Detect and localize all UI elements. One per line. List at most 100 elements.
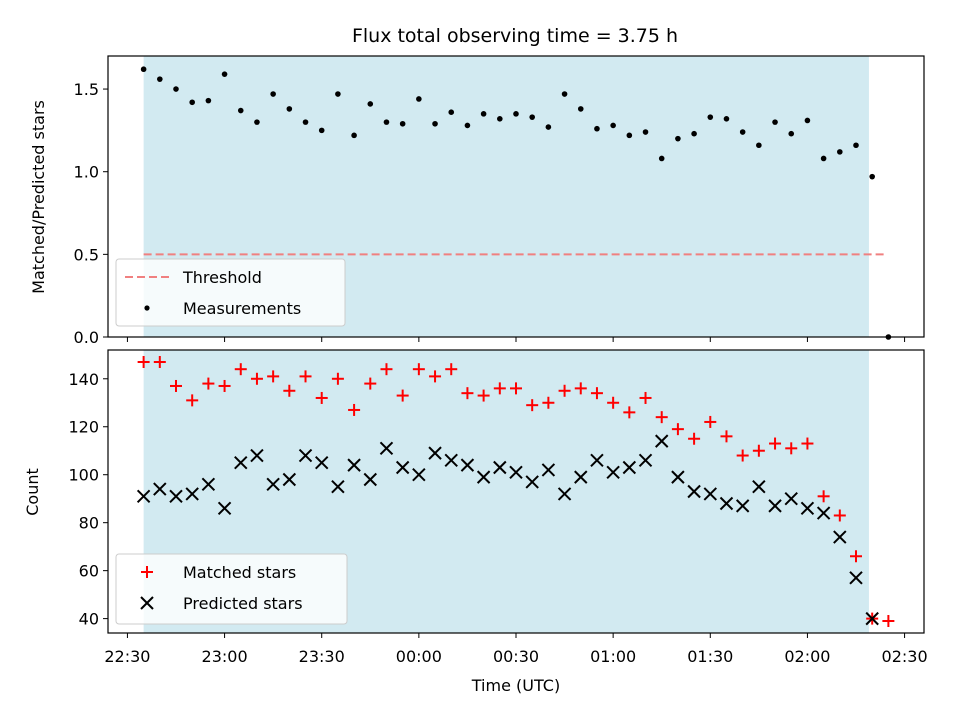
matched-star-point — [801, 437, 814, 450]
measurement-point — [173, 86, 179, 92]
matched-star-point — [558, 384, 571, 397]
predicted-star-point — [541, 463, 556, 477]
predicted-star-point — [201, 477, 216, 492]
matched-star-point — [137, 355, 150, 368]
predicted-marker-b — [201, 477, 216, 492]
predicted-star-point — [315, 456, 329, 470]
top-x-ticks — [126, 337, 906, 342]
predicted-marker-b — [590, 453, 604, 468]
predicted-marker-b — [574, 470, 588, 484]
predicted-marker-b — [379, 441, 394, 456]
predicted-marker-b — [719, 496, 734, 511]
predicted-marker-b — [606, 465, 620, 480]
predicted-marker-b — [816, 506, 831, 520]
predicted-star-point — [735, 499, 750, 513]
measurement-point — [804, 117, 811, 124]
predicted-marker-b — [331, 479, 345, 494]
predicted-star-point — [363, 472, 377, 487]
measurement-point — [351, 132, 357, 139]
matched-star-point — [720, 430, 733, 443]
top-y-tick-label: 1.5 — [74, 80, 99, 99]
predicted-marker-b — [784, 491, 798, 506]
bottom-y-axis-label: Count — [23, 468, 42, 516]
matched-star-point — [623, 406, 636, 419]
matched-star-point — [429, 370, 442, 383]
matched-star-point — [590, 387, 603, 400]
predicted-marker-b — [493, 460, 507, 475]
predicted-star-point — [865, 611, 879, 626]
bottom-x-tick-label: 02:00 — [784, 647, 830, 666]
predicted-star-point — [655, 434, 669, 448]
predicted-star-point — [606, 465, 620, 480]
measurement-point — [286, 106, 293, 112]
measurement-point — [837, 149, 843, 155]
matched-star-point — [364, 377, 377, 390]
matched-star-point — [315, 391, 328, 404]
chart-title: Flux total observing time = 3.75 h — [352, 25, 678, 47]
legend-predicted-swatch — [140, 596, 154, 610]
matched-star-point — [186, 394, 199, 407]
matched-star-point — [752, 444, 765, 457]
bottom-x-tick-label: 00:30 — [493, 647, 539, 666]
matched-star-point — [477, 389, 490, 402]
predicted-star-point — [687, 484, 701, 499]
matched-star-point — [493, 382, 506, 395]
predicted-star-point — [622, 460, 637, 475]
top-axes-frame — [107, 55, 925, 338]
predicted-star-point — [638, 453, 653, 468]
predicted-marker-b — [428, 446, 442, 460]
predicted-marker-b — [185, 487, 199, 501]
predicted-star-point — [719, 496, 734, 511]
measurement-point — [335, 91, 341, 97]
predicted-marker-b — [460, 458, 475, 472]
legend-matched-label: Matched stars — [183, 563, 296, 582]
matched-star-point — [445, 363, 458, 376]
top-panel: 0.0 0.5 1.0 1.5 Matched/Predicted stars Thr… — [29, 55, 925, 347]
legend-measurements-label: Measurements — [183, 299, 301, 318]
bottom-x-axis: 22:30 23:00 23:30 00:00 00:30 01:00 01:30 02:00… — [104, 633, 928, 666]
predicted-star-point — [169, 489, 183, 504]
bottom-legend: Matched stars Predicted stars — [115, 553, 348, 625]
predicted-star-point — [379, 441, 394, 456]
matched-star-point — [461, 387, 474, 400]
predicted-marker-b — [153, 482, 167, 496]
measurement-point — [723, 116, 730, 122]
measurement-point — [416, 96, 422, 102]
matched-star-point — [331, 372, 344, 385]
measurements-series — [140, 66, 892, 340]
matched-star-point — [850, 550, 862, 563]
measurement-point — [480, 111, 487, 117]
matched-star-point — [671, 423, 684, 436]
matched-star-point — [736, 449, 749, 462]
predicted-star-point — [849, 571, 863, 585]
matched-star-point — [785, 442, 798, 455]
predicted-marker-b — [509, 465, 523, 480]
matched-star-point — [348, 403, 361, 416]
matched-star-point — [218, 379, 231, 392]
measurement-point — [658, 155, 665, 162]
predicted-star-point — [460, 458, 475, 472]
predicted-star-point — [800, 501, 815, 515]
predicted-star-point — [493, 460, 507, 475]
predicted-marker-b — [833, 530, 847, 544]
predicted-star-point — [412, 468, 426, 482]
predicted-marker-b — [250, 448, 264, 463]
bottom-axes-frame — [107, 349, 925, 634]
matched-star-point — [833, 509, 846, 522]
bottom-legend-box — [115, 553, 348, 625]
bottom-x-tick-label: 23:30 — [299, 647, 345, 666]
bottom-y-axis: 40 60 80 100 120 140 — [68, 370, 108, 629]
predicted-star-point — [266, 477, 280, 492]
top-legend-box — [115, 258, 346, 327]
matched-star-point — [412, 363, 425, 376]
predicted-marker-b — [234, 456, 248, 470]
predicted-star-point — [298, 448, 313, 463]
matched-star-point — [526, 399, 539, 412]
predicted-marker-b — [169, 489, 183, 504]
predicted-marker-b — [525, 475, 539, 489]
measurement-point — [464, 122, 471, 129]
measurement-point — [157, 76, 163, 82]
matched-star-point — [250, 372, 263, 385]
predicted-marker-b — [395, 460, 410, 475]
measurement-point — [545, 124, 552, 130]
